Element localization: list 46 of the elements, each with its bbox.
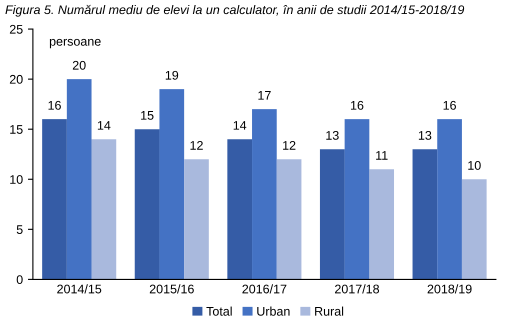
data-label: 12 xyxy=(283,140,296,150)
bar xyxy=(320,149,345,280)
data-label: 14 xyxy=(98,121,110,130)
data-label: 17 xyxy=(258,91,271,100)
x-tick-label: 2016/17 xyxy=(242,284,286,294)
chart-title: Figura 5. Numărul mediu de elevi la un calculator, în anii de studii 2014/15-2018/19 xyxy=(5,4,464,17)
legend-label: Rural xyxy=(315,306,344,316)
legend-label: Urban xyxy=(257,306,290,316)
bar xyxy=(252,109,277,280)
data-label: 12 xyxy=(190,140,203,150)
bar xyxy=(412,149,438,280)
bar xyxy=(462,179,487,280)
y-tick-label: 15 xyxy=(10,125,23,134)
bar xyxy=(92,139,116,280)
data-label: 15 xyxy=(141,111,154,120)
bar xyxy=(134,129,160,280)
bar xyxy=(227,139,252,280)
bar xyxy=(344,119,370,280)
y-tick-label: 20 xyxy=(10,74,23,84)
bar xyxy=(184,159,209,280)
data-label: 10 xyxy=(468,161,481,170)
x-tick-label: 2017/18 xyxy=(335,284,380,294)
data-label: 16 xyxy=(48,100,61,110)
y-tick-label: 10 xyxy=(10,175,23,184)
data-label: 13 xyxy=(326,130,339,140)
data-label: 16 xyxy=(444,100,456,110)
data-label: 11 xyxy=(376,151,388,160)
y-tick-label: 5 xyxy=(16,225,23,234)
data-label: 16 xyxy=(350,100,364,110)
y-axis-title: persoane xyxy=(50,38,101,48)
legend-label: Total xyxy=(206,306,232,316)
data-label: 19 xyxy=(166,70,178,80)
x-tick-label: 2018/19 xyxy=(428,284,472,294)
bar xyxy=(276,159,302,280)
data-label: 20 xyxy=(72,60,86,70)
data-label: 14 xyxy=(234,121,246,130)
data-label: 13 xyxy=(418,130,432,140)
bar xyxy=(369,169,394,280)
y-tick-label: 0 xyxy=(16,275,23,284)
x-tick-label: 2014/15 xyxy=(57,284,102,294)
bar xyxy=(437,119,462,280)
bar xyxy=(159,89,184,280)
y-tick-label: 25 xyxy=(10,24,23,34)
x-tick-label: 2015/16 xyxy=(150,284,194,294)
bar xyxy=(42,119,67,280)
bar xyxy=(66,79,92,280)
